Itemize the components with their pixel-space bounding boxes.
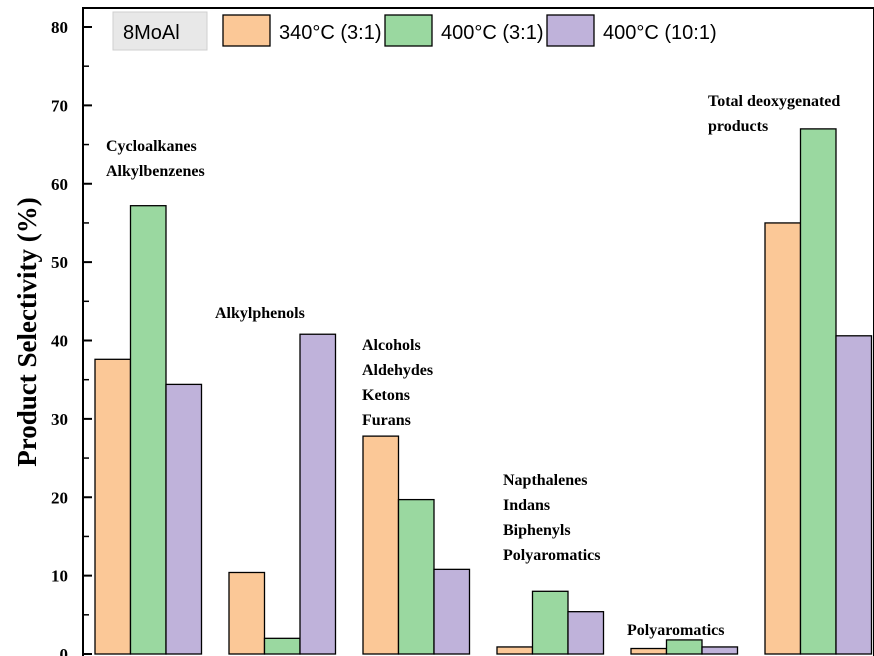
bar xyxy=(665,639,703,655)
bar xyxy=(799,128,837,655)
category-label: Polyaromatics xyxy=(627,622,724,639)
y-tick-label: 20 xyxy=(51,488,68,507)
y-tick-label: 30 xyxy=(51,410,68,429)
category-annotations: Cycloalkanes Alkylbenzenes Alkylphenols Alc… xyxy=(106,93,840,639)
y-axis-label: Product Selectivity (%) xyxy=(12,197,42,466)
bar xyxy=(299,333,337,655)
legend-label: 400°C (3:1) xyxy=(441,22,544,44)
category-label: Napthalenes Indans Biphenyls Polyaromatics xyxy=(503,472,600,564)
category-label: Cycloalkanes Alkylbenzenes xyxy=(106,138,205,180)
bar xyxy=(263,637,301,655)
legend-label: 340°C (3:1) xyxy=(279,22,382,44)
legend: 8MoAl 340°C (3:1) 400°C (3:1) 400°C (10:1) xyxy=(112,11,717,51)
bar xyxy=(433,568,471,655)
legend-title-box xyxy=(112,11,208,51)
bar xyxy=(630,647,668,655)
legend-swatch xyxy=(222,14,271,47)
bar xyxy=(701,646,739,655)
y-tick-label: 50 xyxy=(51,253,68,272)
bar xyxy=(764,222,802,655)
bar xyxy=(835,335,873,655)
y-tick-label: 10 xyxy=(51,567,68,586)
bars-group xyxy=(94,128,873,655)
y-axis: 0 10 20 30 40 50 60 70 80 xyxy=(51,18,92,656)
y-tick-label: 60 xyxy=(51,175,68,194)
bar xyxy=(129,205,167,655)
legend-swatch xyxy=(384,14,433,47)
category-label: Alkylphenols xyxy=(215,305,305,322)
plot-frame xyxy=(82,7,874,656)
y-tick-label: 80 xyxy=(51,18,68,37)
bar xyxy=(397,498,435,655)
bar xyxy=(496,646,534,655)
bar xyxy=(531,590,569,655)
bar xyxy=(362,435,400,655)
bar xyxy=(228,571,266,655)
bar xyxy=(165,383,203,655)
bar xyxy=(94,358,132,655)
bar xyxy=(567,611,605,655)
category-label: Alcohols Aldehydes Ketons Furans xyxy=(362,337,433,429)
y-tick-label: 0 xyxy=(60,645,69,656)
category-label: Total deoxygenated products xyxy=(708,93,840,135)
y-tick-label: 70 xyxy=(51,96,68,115)
legend-label: 400°C (10:1) xyxy=(603,22,717,44)
y-tick-label: 40 xyxy=(51,332,68,351)
legend-swatch xyxy=(546,14,595,47)
legend-title: 8MoAl xyxy=(123,22,180,44)
